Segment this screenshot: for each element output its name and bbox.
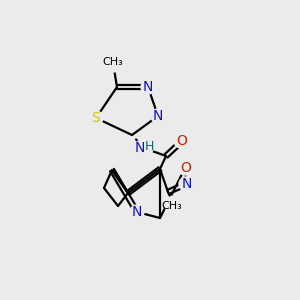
Text: N: N <box>143 80 153 94</box>
Text: N: N <box>135 141 145 155</box>
Circle shape <box>165 196 183 214</box>
Text: CH₃: CH₃ <box>103 57 123 67</box>
Text: N: N <box>182 177 192 191</box>
Circle shape <box>135 139 153 157</box>
Text: H: H <box>144 140 154 154</box>
Circle shape <box>141 80 155 94</box>
Circle shape <box>130 205 144 219</box>
Text: S: S <box>92 111 100 125</box>
Text: O: O <box>177 134 188 148</box>
Circle shape <box>174 134 188 148</box>
Text: CH₃: CH₃ <box>162 201 182 211</box>
Circle shape <box>178 161 192 175</box>
Text: N: N <box>153 109 163 123</box>
Text: O: O <box>181 161 191 175</box>
Circle shape <box>104 54 122 72</box>
Circle shape <box>151 109 165 123</box>
Circle shape <box>89 111 103 125</box>
Text: N: N <box>132 205 142 219</box>
Circle shape <box>179 177 193 191</box>
